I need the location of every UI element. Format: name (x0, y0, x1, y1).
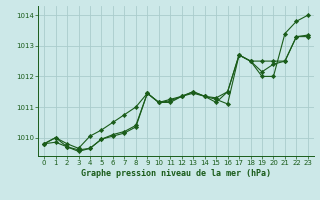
X-axis label: Graphe pression niveau de la mer (hPa): Graphe pression niveau de la mer (hPa) (81, 169, 271, 178)
